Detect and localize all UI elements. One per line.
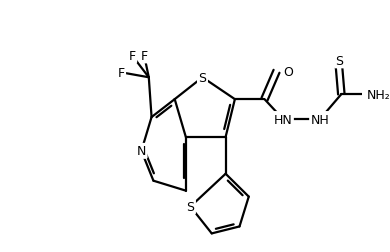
Text: O: O xyxy=(283,66,293,78)
Text: F: F xyxy=(117,67,124,79)
Text: NH: NH xyxy=(311,113,330,126)
Text: S: S xyxy=(186,200,195,213)
Text: N: N xyxy=(137,145,146,158)
Text: HN: HN xyxy=(274,113,292,126)
Text: F: F xyxy=(129,50,136,63)
Text: F: F xyxy=(141,50,148,63)
Text: NH₂: NH₂ xyxy=(366,88,390,101)
Text: S: S xyxy=(199,72,206,84)
Text: S: S xyxy=(335,55,344,68)
